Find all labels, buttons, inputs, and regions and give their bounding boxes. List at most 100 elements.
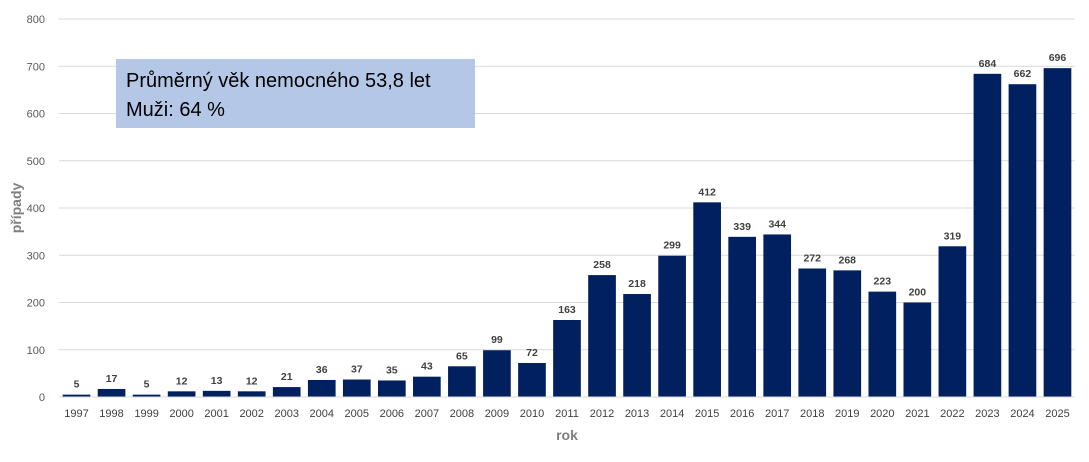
data-label: 5: [144, 379, 150, 391]
y-tick-label: 500: [27, 156, 45, 168]
x-tick-label: 2016: [730, 408, 754, 420]
data-label: 218: [628, 278, 646, 290]
x-tick-label: 2023: [975, 408, 999, 420]
data-label: 344: [768, 218, 786, 230]
x-tick-label: 2011: [555, 408, 579, 420]
bar-2018: [798, 268, 827, 397]
x-tick-label: 2025: [1045, 408, 1069, 420]
male-share-text: Muži: 64 %: [126, 99, 225, 121]
data-label: 223: [874, 276, 892, 288]
data-label: 36: [316, 364, 328, 376]
x-tick-label: 2009: [485, 408, 509, 420]
data-label: 12: [176, 375, 188, 387]
y-tick-label: 700: [27, 61, 45, 73]
data-label: 43: [421, 361, 433, 373]
x-tick-label: 2005: [345, 408, 369, 420]
data-label: 163: [558, 304, 576, 316]
x-tick-label: 1998: [99, 408, 123, 420]
y-tick-label: 100: [27, 345, 45, 357]
bar-2005: [342, 379, 371, 397]
bar-2004: [307, 379, 336, 397]
y-tick-label: 600: [27, 109, 45, 121]
data-label: 17: [106, 373, 118, 385]
data-label: 13: [211, 375, 223, 387]
x-tick-label: 2008: [450, 408, 474, 420]
x-tick-label: 2022: [940, 408, 964, 420]
bar-2001: [202, 390, 231, 397]
data-label: 37: [351, 364, 363, 376]
data-label: 5: [74, 379, 80, 391]
x-tick-label: 2007: [415, 408, 439, 420]
data-label: 272: [803, 252, 821, 264]
bar-2012: [588, 275, 616, 397]
data-label: 319: [944, 230, 962, 242]
bar-2016: [728, 236, 757, 397]
data-label: 696: [1049, 52, 1067, 64]
bar-2011: [553, 319, 581, 397]
bar-2014: [658, 255, 686, 397]
bar-2003: [272, 387, 301, 397]
bar-1998: [97, 388, 126, 397]
data-label: 684: [979, 58, 997, 70]
bar-2008: [448, 366, 476, 397]
x-tick-label: 1997: [64, 408, 88, 420]
y-tick-label: 0: [39, 392, 45, 404]
data-label: 12: [246, 375, 258, 387]
data-label: 99: [491, 334, 503, 346]
x-tick-label: 2012: [590, 408, 614, 420]
y-axis-title: případy: [8, 183, 24, 234]
bar-2021: [903, 302, 932, 397]
bar-2002: [237, 391, 266, 397]
bar-2000: [167, 391, 196, 397]
x-tick-label: 2021: [905, 408, 929, 420]
bar-2025: [1043, 68, 1072, 397]
data-label: 268: [839, 254, 857, 266]
x-tick-label: 2004: [310, 408, 334, 420]
x-tick-label: 2006: [380, 408, 404, 420]
x-tick-label: 2001: [204, 408, 228, 420]
y-tick-label: 800: [27, 14, 45, 26]
x-tick-label: 2003: [274, 408, 298, 420]
bar-2015: [693, 202, 721, 397]
data-label: 65: [456, 350, 468, 362]
bar-2006: [377, 380, 406, 397]
bar-1997: [62, 394, 91, 397]
bar-2010: [518, 362, 546, 397]
x-tick-label: 2002: [239, 408, 263, 420]
bar-2019: [833, 270, 862, 397]
x-tick-label: 2015: [695, 408, 719, 420]
data-label: 35: [386, 364, 398, 376]
data-label: 72: [526, 347, 538, 359]
x-tick-label: 2018: [800, 408, 824, 420]
bar-1999: [132, 394, 161, 397]
x-tick-label: 2020: [870, 408, 894, 420]
info-annotation-box: Průměrný věk nemocného 53,8 let Muži: 64…: [116, 59, 475, 128]
data-label: 412: [698, 186, 716, 198]
x-tick-label: 2017: [765, 408, 789, 420]
bar-2020: [868, 291, 897, 397]
data-label: 200: [909, 287, 927, 299]
y-axis-ticks: 0 100 200 300 400 500 600 700 800: [27, 14, 45, 404]
bar-2022: [938, 246, 967, 397]
bar-2007: [413, 376, 441, 397]
x-axis-ticks: 1997 1998 1999 2000 2001 2002 2003 2004 2005 2006…: [64, 408, 1069, 420]
y-tick-label: 300: [27, 250, 45, 262]
bars: [62, 68, 1072, 397]
x-tick-label: 2014: [660, 408, 684, 420]
bar-2009: [483, 350, 511, 397]
x-tick-label: 2000: [169, 408, 193, 420]
bar-2024: [1008, 84, 1037, 397]
x-axis-title: rok: [556, 427, 578, 443]
x-tick-label: 2013: [625, 408, 649, 420]
x-tick-label: 1999: [134, 408, 158, 420]
x-tick-label: 2010: [520, 408, 544, 420]
average-age-text: Průměrný věk nemocného 53,8 let: [126, 70, 431, 92]
bar-2017: [763, 234, 792, 397]
data-label: 339: [733, 221, 751, 233]
data-label: 258: [593, 259, 611, 271]
x-tick-label: 2019: [835, 408, 859, 420]
bar-2013: [623, 293, 651, 397]
y-tick-label: 200: [27, 298, 45, 310]
data-label: 662: [1014, 68, 1032, 80]
bar-2023: [973, 73, 1002, 397]
